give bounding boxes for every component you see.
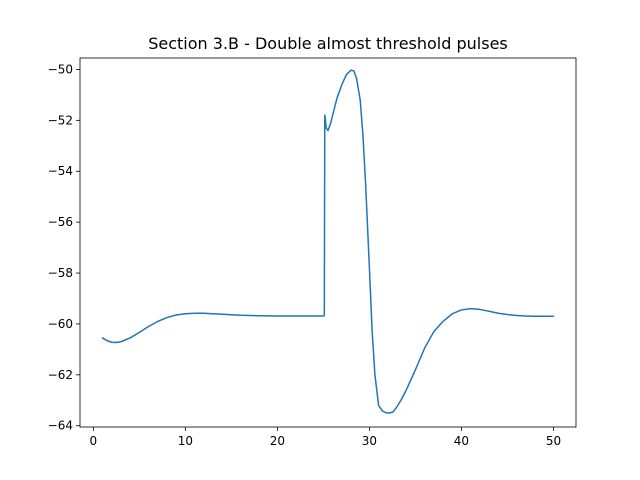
x-tick-label: 50 [546, 434, 561, 448]
y-tick-label: −56 [48, 215, 73, 229]
chart-title: Section 3.B - Double almost threshold pu… [148, 34, 508, 53]
y-tick-label: −52 [48, 113, 73, 127]
series-line [101, 69, 555, 414]
y-tick-label: −62 [48, 368, 73, 382]
y-tick-label: −54 [48, 164, 73, 178]
x-tick-label: 0 [90, 434, 98, 448]
x-tick-label: 30 [362, 434, 377, 448]
y-tick-label: −50 [48, 62, 73, 76]
axes: 0 10 20 30 40 50 −64 −62 −60 −58 −56 −54 −52 −50 [48, 57, 577, 448]
series-group [101, 69, 555, 414]
plot-frame [79, 57, 577, 428]
x-tick-label: 20 [270, 434, 285, 448]
y-tick-label: −58 [48, 266, 73, 280]
x-tick-label: 40 [454, 434, 469, 448]
y-tick-label: −64 [48, 419, 73, 433]
x-tick-label: 10 [178, 434, 193, 448]
y-tick-label: −60 [48, 317, 73, 331]
